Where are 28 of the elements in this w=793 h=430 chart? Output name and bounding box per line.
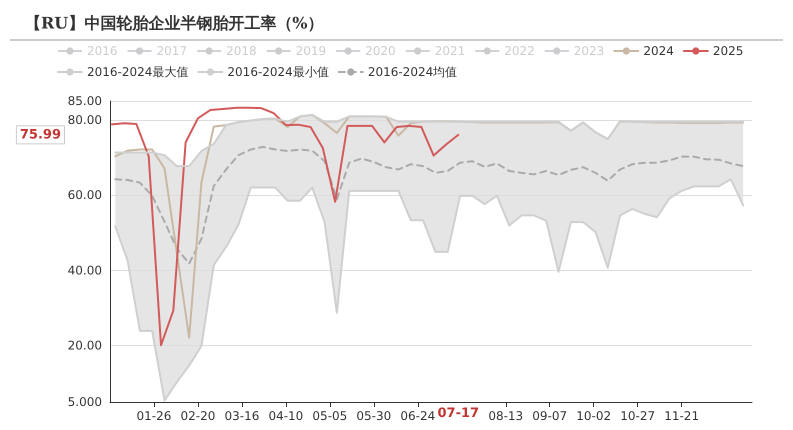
legend-label: 2025 <box>712 44 744 58</box>
y-tick-label: 40.00 <box>68 263 102 278</box>
y-tick-label: 20.00 <box>68 338 102 353</box>
line-series <box>114 146 744 265</box>
x-tick-label: 01-26 <box>136 409 172 423</box>
legend-label: 2016-2024最大值 <box>87 65 188 79</box>
x-tick-label: 02-20 <box>180 409 216 423</box>
x-tick-label: 05-05 <box>312 409 348 423</box>
text: 75.99 <box>20 127 61 142</box>
legend-label: 2016-2024最小值 <box>227 65 329 79</box>
x-tick-label: 09-07 <box>532 409 568 423</box>
legend-label: 2024 <box>643 44 674 58</box>
legend-label: 2016-2024均值 <box>368 65 458 79</box>
line-series <box>110 106 460 346</box>
x-tick-label: 04-10 <box>268 409 304 423</box>
x-tick-label: 06-24 <box>400 409 436 423</box>
y-tick-label: 85.00 <box>68 94 102 108</box>
x-tick-label: 08-13 <box>488 409 524 423</box>
y-tick-label: 5.000 <box>68 395 102 409</box>
y-tick-label: 60.00 <box>68 188 102 202</box>
x-tick-label: 10-02 <box>576 409 612 423</box>
text: 07-17 <box>437 406 480 421</box>
y-tick-label: 80.00 <box>68 112 102 127</box>
x-tick-label: 05-30 <box>356 409 392 423</box>
x-tick-label: 11-21 <box>664 409 700 423</box>
x-tick-label: 03-16 <box>224 409 260 423</box>
x-tick-label: 10-27 <box>620 409 656 423</box>
chart-title: 【RU】中国轮胎企业半钢胎开工率（%） <box>25 14 324 32</box>
